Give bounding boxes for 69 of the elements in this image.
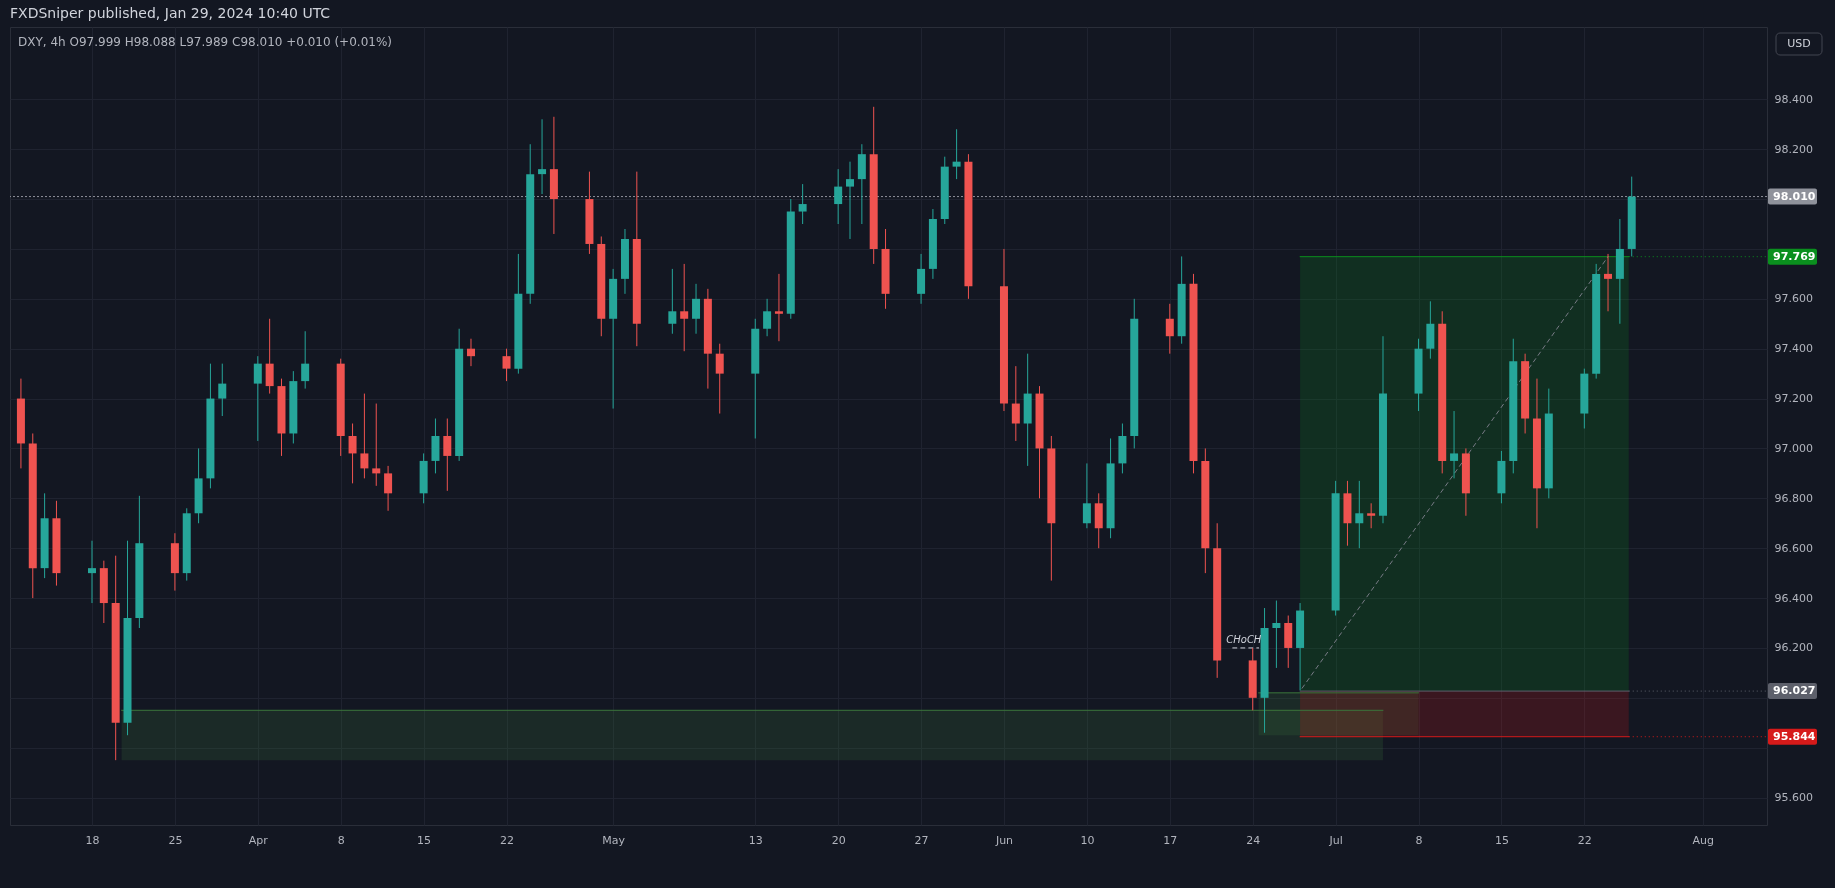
candlestick bbox=[538, 118, 547, 195]
candlestick bbox=[253, 355, 262, 442]
x-tick-label: May bbox=[602, 833, 626, 847]
y-tick-label: 97.600 bbox=[1774, 292, 1813, 306]
candlestick bbox=[692, 283, 701, 335]
candlestick bbox=[668, 268, 677, 335]
x-tick-label: 24 bbox=[1246, 833, 1261, 847]
annotation: 95.844 bbox=[1773, 729, 1816, 743]
candlestick bbox=[798, 183, 807, 225]
y-tick-label: 98.400 bbox=[1774, 92, 1813, 106]
candlestick bbox=[301, 330, 310, 390]
y-tick-label: 96.600 bbox=[1774, 541, 1813, 555]
y-axis-title: USD bbox=[1787, 37, 1811, 50]
candlestick bbox=[360, 393, 369, 479]
x-tick-label: 8 bbox=[337, 833, 345, 847]
candlestick bbox=[1011, 365, 1020, 442]
x-tick-label: 15 bbox=[1494, 833, 1509, 847]
y-tick-label: 95.600 bbox=[1774, 791, 1813, 805]
candlestick bbox=[443, 418, 452, 492]
candlestick bbox=[763, 298, 772, 337]
candlestick bbox=[384, 465, 393, 512]
x-tick-label: 25 bbox=[168, 833, 183, 847]
x-tick-label: Aug bbox=[1692, 833, 1715, 847]
chart-title: FXDSniper published, Jan 29, 2024 10:40 UTC bbox=[10, 5, 331, 21]
y-tick-label: 96.400 bbox=[1774, 591, 1813, 605]
candlestick bbox=[1450, 410, 1459, 479]
x-tick-label: 17 bbox=[1163, 833, 1178, 847]
candlestick bbox=[218, 363, 227, 417]
x-tick-label: 22 bbox=[500, 833, 515, 847]
y-tick-label: 97.200 bbox=[1774, 392, 1813, 406]
candlestick bbox=[715, 343, 724, 415]
candlestick bbox=[87, 540, 96, 604]
y-tick-label: 96.800 bbox=[1774, 491, 1813, 505]
y-tick-label: 98.200 bbox=[1774, 142, 1813, 156]
annotation: CHoCH bbox=[1226, 633, 1262, 645]
x-tick-label: Jun bbox=[994, 833, 1014, 847]
candlestick bbox=[680, 263, 689, 352]
candlestick bbox=[1367, 502, 1376, 529]
y-tick-label: 97.000 bbox=[1774, 441, 1813, 455]
candlestick bbox=[348, 423, 357, 484]
candlestick bbox=[265, 318, 274, 395]
x-tick-label: 22 bbox=[1577, 833, 1592, 847]
annotation: 97.769 bbox=[1773, 249, 1816, 263]
y-tick-label: 96.200 bbox=[1774, 641, 1813, 655]
candlestick bbox=[1604, 253, 1613, 312]
x-tick-label: 10 bbox=[1080, 833, 1095, 847]
candlestick bbox=[952, 128, 961, 180]
candlestick bbox=[774, 273, 783, 342]
x-tick-label: 27 bbox=[914, 833, 929, 847]
ref-line-label: 98.010 bbox=[1773, 189, 1816, 203]
x-tick-label: 18 bbox=[85, 833, 100, 847]
candlestick bbox=[372, 403, 381, 487]
x-tick-label: 13 bbox=[748, 833, 763, 847]
candlestick bbox=[1355, 480, 1364, 549]
x-tick-label: 20 bbox=[831, 833, 846, 847]
candlestick bbox=[1082, 462, 1091, 529]
y-tick-label: 97.400 bbox=[1774, 342, 1813, 356]
x-tick-label: 8 bbox=[1415, 833, 1423, 847]
candlestick bbox=[502, 348, 511, 382]
x-tick-label: Apr bbox=[248, 833, 269, 847]
candlestick bbox=[1165, 303, 1174, 355]
candlestick bbox=[834, 168, 843, 225]
candlestick bbox=[846, 161, 855, 240]
candlestick bbox=[1272, 600, 1281, 669]
text: DXY, 4h O97.999 H98.088 L97.989 C98.010 +0.010 (+0.01%) bbox=[18, 35, 392, 49]
x-tick-label: Jul bbox=[1328, 833, 1343, 847]
annotation: 96.027 bbox=[1773, 684, 1816, 698]
candlestick bbox=[467, 338, 475, 367]
x-tick-label: 15 bbox=[417, 833, 432, 847]
